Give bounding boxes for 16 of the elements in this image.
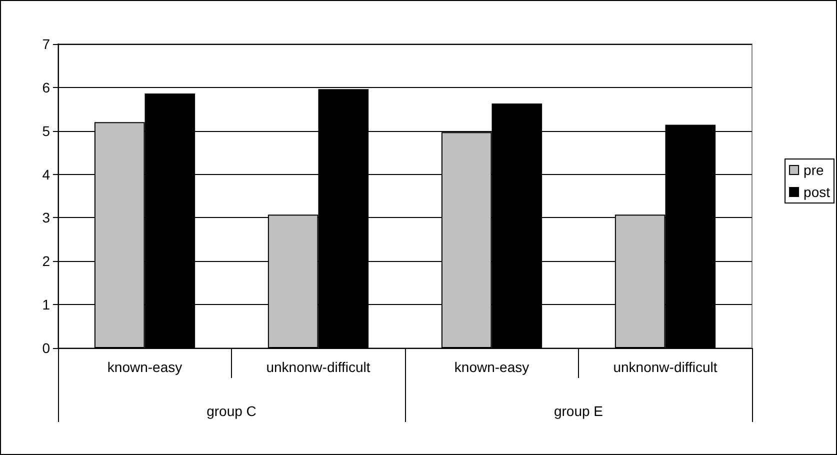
x-tick-label: unknonw-difficult: [613, 359, 718, 375]
text: group C: [206, 403, 256, 419]
y-tick-label: 0: [42, 340, 50, 356]
text: group E: [554, 403, 604, 419]
x-tick-label: known-easy: [107, 359, 182, 375]
legend-label: pre: [804, 162, 824, 178]
y-tick-label: 3: [42, 210, 50, 226]
y-tick-label: 6: [42, 79, 50, 96]
y-tick-label: 2: [42, 253, 50, 270]
x-tick-label: known-easy: [454, 359, 530, 375]
x-tick-label: unknonw-difficult: [266, 359, 370, 375]
legend-label: post: [804, 184, 830, 200]
y-tick-label: 7: [42, 36, 50, 52]
y-tick-label: 4: [42, 166, 50, 182]
y-tick-label: 1: [42, 296, 50, 313]
y-tick-label: 5: [42, 122, 50, 139]
